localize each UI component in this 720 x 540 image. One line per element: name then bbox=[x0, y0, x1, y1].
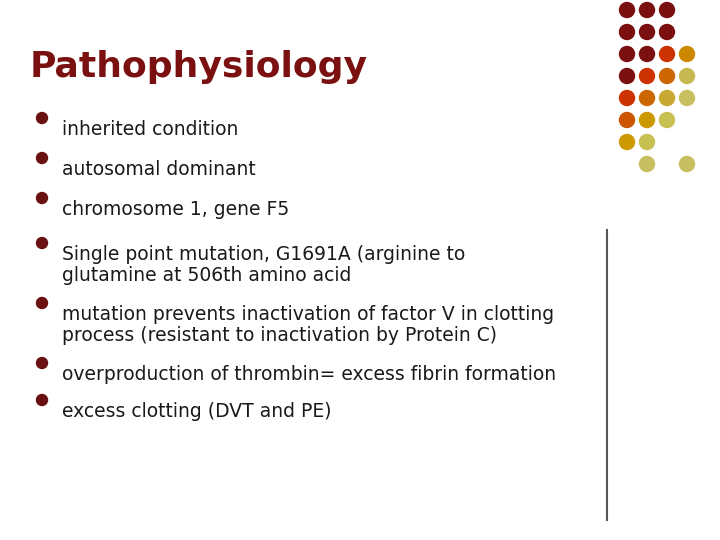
Circle shape bbox=[639, 46, 654, 62]
Text: Pathophysiology: Pathophysiology bbox=[30, 50, 368, 84]
Text: chromosome 1, gene F5: chromosome 1, gene F5 bbox=[62, 200, 289, 219]
Circle shape bbox=[660, 69, 675, 84]
Circle shape bbox=[680, 46, 695, 62]
Circle shape bbox=[639, 112, 654, 127]
Circle shape bbox=[660, 46, 675, 62]
Text: mutation prevents inactivation of factor V in clotting: mutation prevents inactivation of factor… bbox=[62, 305, 554, 324]
Circle shape bbox=[37, 152, 48, 164]
Circle shape bbox=[619, 91, 634, 105]
Circle shape bbox=[37, 112, 48, 124]
Text: inherited condition: inherited condition bbox=[62, 120, 238, 139]
Circle shape bbox=[639, 134, 654, 150]
Circle shape bbox=[680, 69, 695, 84]
Circle shape bbox=[619, 24, 634, 39]
Circle shape bbox=[639, 91, 654, 105]
Circle shape bbox=[619, 69, 634, 84]
Text: autosomal dominant: autosomal dominant bbox=[62, 160, 256, 179]
Text: process (resistant to inactivation by Protein C): process (resistant to inactivation by Pr… bbox=[62, 326, 497, 345]
Circle shape bbox=[37, 357, 48, 368]
Circle shape bbox=[660, 3, 675, 17]
Circle shape bbox=[660, 112, 675, 127]
Circle shape bbox=[639, 69, 654, 84]
Circle shape bbox=[37, 395, 48, 406]
Circle shape bbox=[639, 24, 654, 39]
Circle shape bbox=[619, 112, 634, 127]
Circle shape bbox=[660, 91, 675, 105]
Circle shape bbox=[660, 24, 675, 39]
Circle shape bbox=[37, 238, 48, 248]
Text: excess clotting (DVT and PE): excess clotting (DVT and PE) bbox=[62, 402, 331, 421]
Circle shape bbox=[619, 134, 634, 150]
Text: Single point mutation, G1691A (arginine to: Single point mutation, G1691A (arginine … bbox=[62, 245, 465, 264]
Circle shape bbox=[639, 157, 654, 172]
Circle shape bbox=[619, 46, 634, 62]
Circle shape bbox=[680, 91, 695, 105]
Text: glutamine at 506th amino acid: glutamine at 506th amino acid bbox=[62, 266, 351, 285]
Circle shape bbox=[37, 298, 48, 308]
Circle shape bbox=[639, 3, 654, 17]
Circle shape bbox=[37, 192, 48, 204]
Text: overproduction of thrombin= excess fibrin formation: overproduction of thrombin= excess fibri… bbox=[62, 365, 556, 384]
Circle shape bbox=[619, 3, 634, 17]
Circle shape bbox=[680, 157, 695, 172]
